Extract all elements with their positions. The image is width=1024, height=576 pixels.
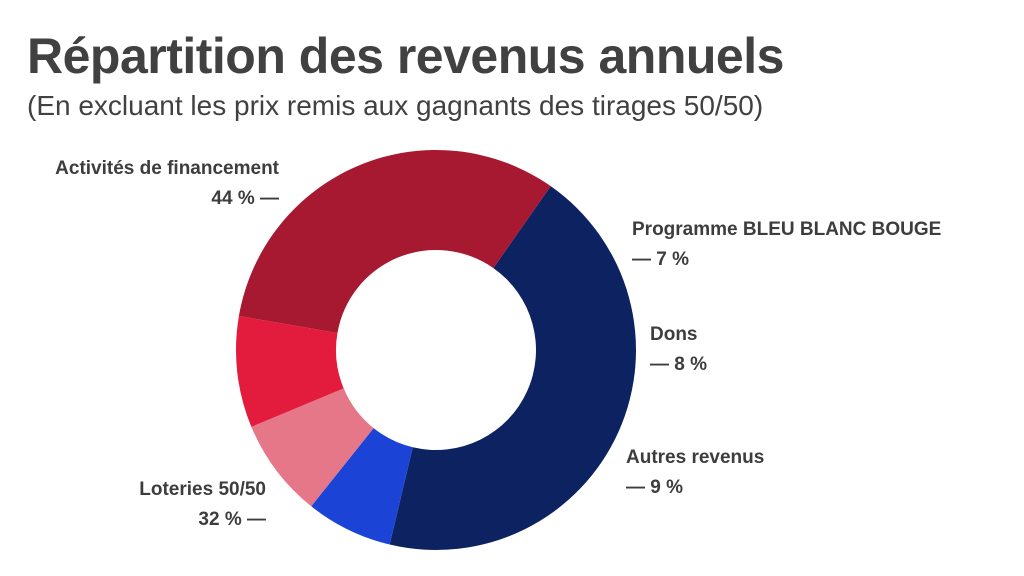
slice-value-autres-revenus: — 9 % xyxy=(626,477,684,498)
slice-activites-de-financement xyxy=(389,186,636,550)
slice-value-loteries-50-50: 32 % — xyxy=(198,509,266,530)
slice-name-programme-bleu-blanc-bouge: Programme BLEU BLANC BOUGE xyxy=(632,219,942,240)
label-activites-de-financement: Activités de financement 44 % — xyxy=(55,154,279,214)
slice-loteries-50-50 xyxy=(238,150,551,333)
label-programme-bleu-blanc-bouge: Programme BLEU BLANC BOUGE — 7 % xyxy=(632,215,941,275)
chart-title: Répartition des revenus annuels xyxy=(27,28,784,84)
slice-name-loteries-50-50: Loteries 50/50 xyxy=(139,479,266,500)
label-loteries-50-50: Loteries 50/50 32 % — xyxy=(139,475,266,535)
slice-value-activites-de-financement: 44 % — xyxy=(211,188,279,209)
slice-value-dons: — 8 % xyxy=(650,354,708,375)
slice-programme-bleu-blanc-bouge xyxy=(311,428,413,545)
chart-subtitle: (En excluant les prix remis aux gagnants… xyxy=(27,90,764,121)
slice-dons xyxy=(251,388,374,507)
label-dons: Dons — 8 % xyxy=(650,320,707,380)
slice-autres-revenus xyxy=(236,315,344,427)
label-autres-revenus: Autres revenus — 9 % xyxy=(626,443,764,503)
slice-name-dons: Dons xyxy=(650,324,698,345)
slice-name-autres-revenus: Autres revenus xyxy=(626,447,765,468)
slice-name-activites-de-financement: Activités de financement xyxy=(55,158,279,179)
slice-value-programme-bleu-blanc-bouge: — 7 % xyxy=(632,249,690,270)
